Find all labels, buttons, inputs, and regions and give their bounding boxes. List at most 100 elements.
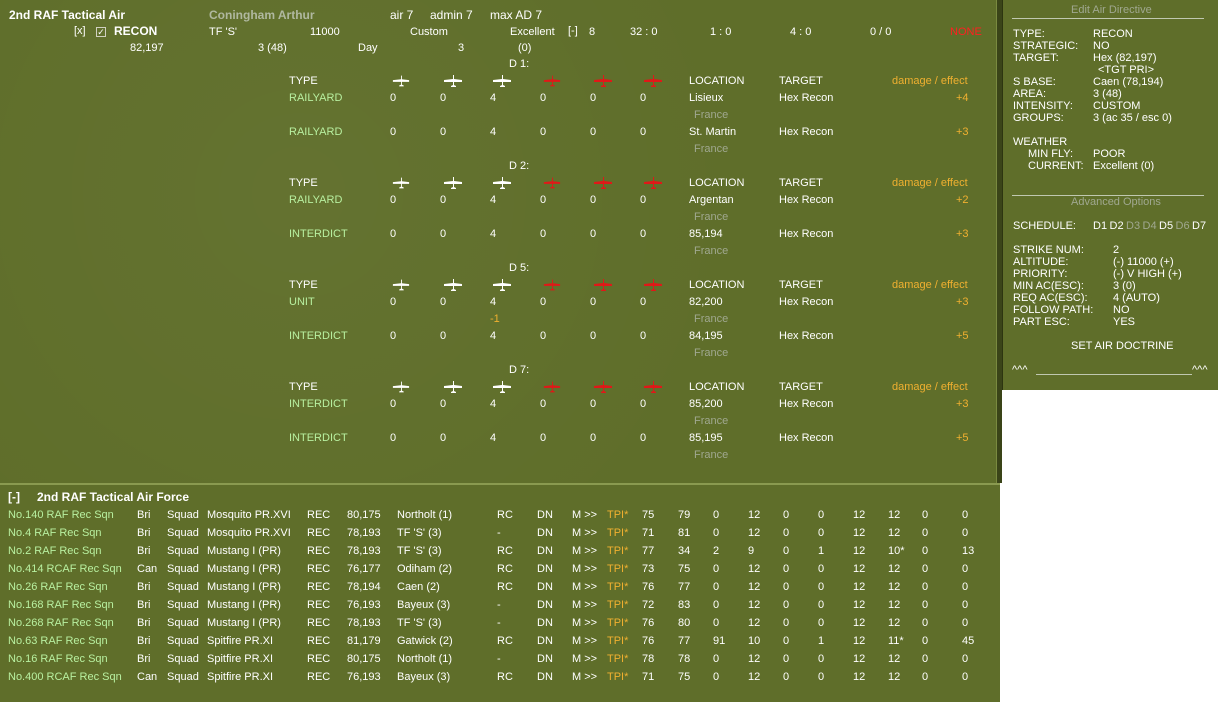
mission-type-link[interactable]: INTERDICT [289, 330, 348, 342]
target[interactable]: Hex Recon [779, 398, 834, 410]
table-row[interactable]: No.400 RCAF Rec Sqn Can Squad Spitfire PR.X… [0, 669, 1000, 687]
cell[interactable]: No.16 RAF Rec Sqn [8, 653, 108, 665]
select-checkbox[interactable]: ✓ [96, 26, 106, 38]
table-row[interactable]: No.16 RAF Rec Sqn Bri Squad Spitfire PR.XI R… [0, 651, 1000, 669]
field-value[interactable]: RECON [1093, 28, 1133, 40]
table-row[interactable]: No.140 RAF Rec Sqn Bri Squad Mosquito PR.XV… [0, 507, 1000, 525]
cell: 0 [818, 617, 825, 629]
ratio-4: 0 / 0 [870, 26, 892, 38]
cell: - [497, 653, 501, 665]
table-row[interactable]: No.63 RAF Rec Sqn Bri Squad Spitfire PR.XI R… [0, 633, 1000, 651]
mission-type[interactable]: RECON [114, 24, 158, 38]
mission-type-link[interactable]: RAILYARD [289, 194, 343, 206]
scrollbar[interactable] [996, 0, 1002, 483]
cell[interactable]: No.2 RAF Rec Sqn [8, 545, 102, 557]
target[interactable]: Hex Recon [779, 194, 834, 206]
location[interactable]: 85,195 [689, 432, 723, 444]
cell: REC [307, 671, 331, 683]
plane-white-icon [438, 381, 468, 393]
day-label: Day [358, 42, 378, 54]
option-value[interactable]: (-) V HIGH (+) [1113, 268, 1182, 280]
cell: DN [537, 635, 553, 647]
schedule-day-d3[interactable]: D3 [1126, 220, 1141, 232]
min-fly-value[interactable]: POOR [1093, 148, 1126, 160]
location[interactable]: Argentan [689, 194, 734, 206]
cell[interactable]: No.4 RAF Rec Sqn [8, 527, 102, 539]
schedule-day-d5[interactable]: D5 [1159, 220, 1174, 232]
target[interactable]: Hex Recon [779, 330, 834, 342]
mission-type-link[interactable]: RAILYARD [289, 126, 343, 138]
mission-type-link[interactable]: INTERDICT [289, 228, 348, 240]
cell: M >> [572, 635, 598, 647]
cell[interactable]: No.400 RCAF Rec Sqn [8, 671, 122, 683]
cell: 91 [713, 635, 726, 647]
column-damage-effect: damage / effect [892, 177, 968, 189]
table-row[interactable]: No.4 RAF Rec Sqn Bri Squad Mosquito PR.XVI R… [0, 525, 1000, 543]
commander-name[interactable]: Coningham Arthur [209, 8, 315, 22]
cell[interactable]: No.26 RAF Rec Sqn [8, 581, 108, 593]
aircraft-count: 0 [640, 126, 647, 138]
schedule-day-d1[interactable]: D1 [1093, 220, 1108, 232]
schedule-day-d2[interactable]: D2 [1109, 220, 1124, 232]
option-value[interactable]: NO [1113, 304, 1130, 316]
cell[interactable]: No.268 RAF Rec Sqn [8, 617, 114, 629]
location[interactable]: 85,194 [689, 228, 723, 240]
cell: 80,175 [347, 509, 381, 521]
option-value[interactable]: (-) 11000 (+) [1113, 256, 1174, 268]
cell[interactable]: No.414 RCAF Rec Sqn [8, 563, 122, 575]
field-value[interactable]: NO [1093, 40, 1110, 52]
schedule-day-d6[interactable]: D6 [1175, 220, 1190, 232]
location[interactable]: Lisieux [689, 92, 724, 104]
field-value[interactable]: 3 (48) [1093, 88, 1122, 100]
plane-red-icon [543, 381, 561, 393]
unit-name[interactable]: 2nd RAF Tactical Air [9, 8, 126, 22]
field-value[interactable]: Caen (78,194) [1093, 76, 1164, 88]
table-row[interactable]: No.168 RAF Rec Sqn Bri Squad Mustang I (PR)… [0, 597, 1000, 615]
table-row[interactable]: No.414 RCAF Rec Sqn Can Squad Mustang I (PR… [0, 561, 1000, 579]
option-value[interactable]: YES [1113, 316, 1136, 328]
location[interactable]: St. Martin [689, 126, 737, 138]
cell: 77 [678, 635, 691, 647]
aircraft-count: 0 [540, 398, 547, 410]
table-row[interactable]: No.268 RAF Rec Sqn Bri Squad Mustang I (PR)… [0, 615, 1000, 633]
schedule-day-d4[interactable]: D4 [1142, 220, 1157, 232]
mission-type-link[interactable]: UNIT [289, 296, 315, 308]
field-value[interactable]: 3 (ac 35 / esc 0) [1093, 112, 1172, 124]
target[interactable]: Hex Recon [779, 92, 834, 104]
location[interactable]: 82,200 [689, 296, 723, 308]
target[interactable]: Hex Recon [779, 126, 834, 138]
field-label: AREA: [1013, 88, 1047, 100]
target[interactable]: Hex Recon [779, 296, 834, 308]
cell: 0 [922, 599, 929, 611]
cell: Spitfire PR.XI [207, 671, 274, 683]
mission-type-link[interactable]: INTERDICT [289, 398, 348, 410]
option-value[interactable]: 2 [1113, 244, 1120, 256]
option-value[interactable]: 4 (AUTO) [1113, 292, 1160, 304]
table-row[interactable]: No.26 RAF Rec Sqn Bri Squad Mustang I (PR) R… [0, 579, 1000, 597]
force-title[interactable]: 2nd RAF Tactical Air Force [37, 490, 190, 504]
region: France [694, 211, 729, 223]
aircraft-count: 4 [490, 92, 497, 104]
cell[interactable]: No.63 RAF Rec Sqn [8, 635, 108, 647]
location[interactable]: 84,195 [689, 330, 723, 342]
field-value[interactable]: CUSTOM [1093, 100, 1141, 112]
expand-toggle[interactable]: [x] [74, 25, 86, 37]
cell[interactable]: No.168 RAF Rec Sqn [8, 599, 114, 611]
mission-type-link[interactable]: RAILYARD [289, 92, 343, 104]
field-value[interactable]: Hex (82,197) [1093, 52, 1157, 64]
option-value[interactable]: 3 (0) [1113, 280, 1136, 292]
mission-type-link[interactable]: INTERDICT [289, 432, 348, 444]
cell: Squad [167, 617, 199, 629]
table-row[interactable]: No.2 RAF Rec Sqn Bri Squad Mustang I (PR) RE… [0, 543, 1000, 561]
field-value[interactable]: <TGT PRI> [1098, 64, 1155, 76]
aircraft-count: 0 [440, 432, 447, 444]
cell: TPI* [607, 527, 629, 539]
collapse-force-toggle[interactable]: [-] [8, 490, 20, 504]
location[interactable]: 85,200 [689, 398, 723, 410]
set-air-doctrine-button[interactable]: SET AIR DOCTRINE [1071, 340, 1174, 352]
target[interactable]: Hex Recon [779, 228, 834, 240]
target[interactable]: Hex Recon [779, 432, 834, 444]
cell[interactable]: No.140 RAF Rec Sqn [8, 509, 114, 521]
collapse-toggle[interactable]: [-] [568, 25, 578, 37]
schedule-day-d7[interactable]: D7 [1192, 220, 1207, 232]
